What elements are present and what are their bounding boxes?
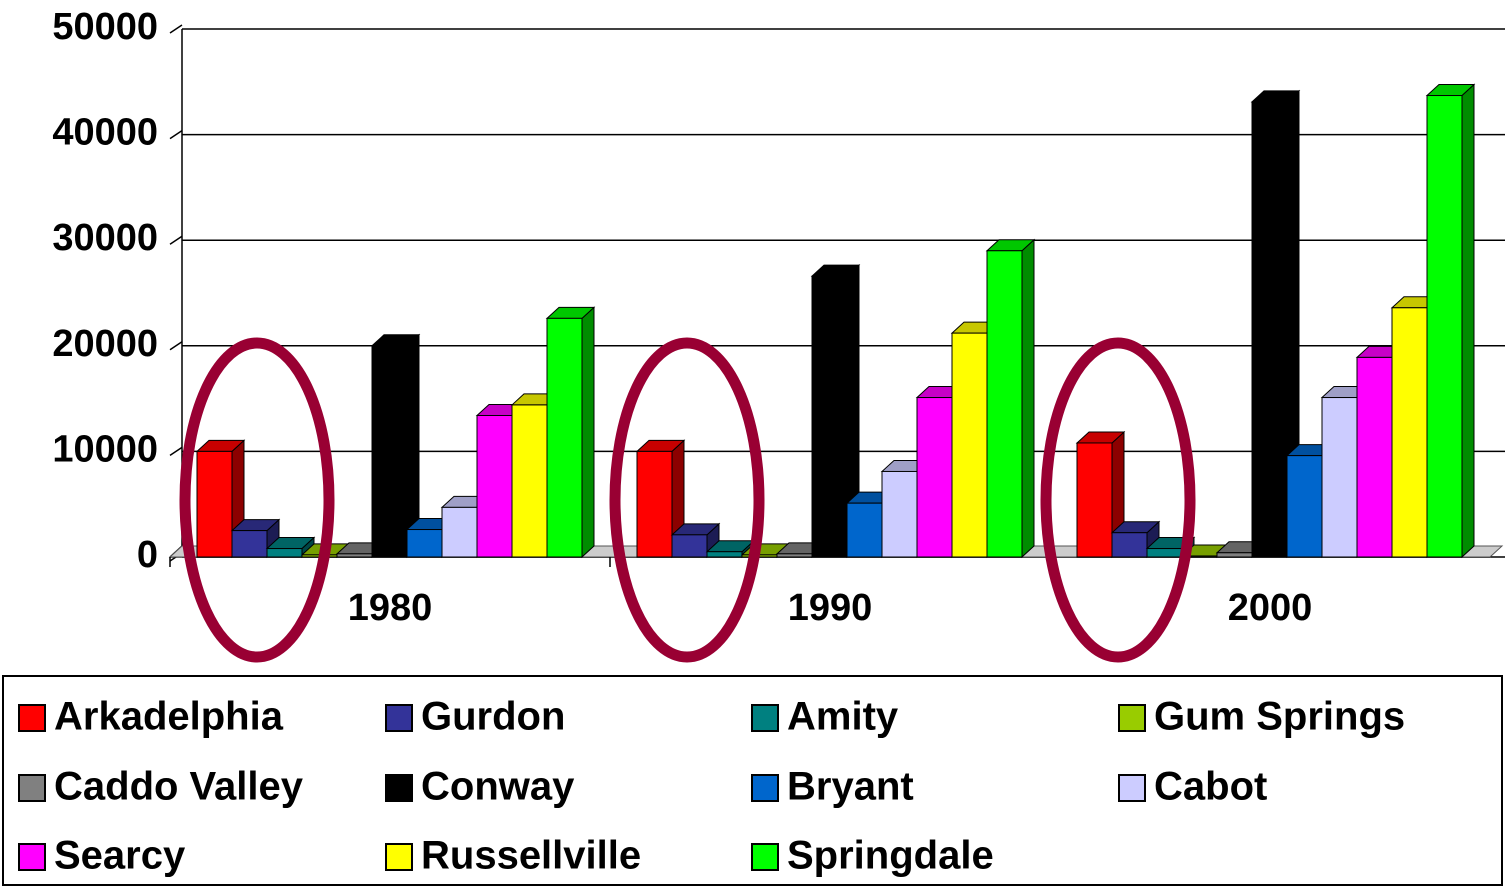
bar-side <box>1461 83 1475 559</box>
bar <box>441 506 478 558</box>
legend-swatch <box>751 704 779 732</box>
y-tick-mark <box>169 235 183 245</box>
legend-label: Searcy <box>54 834 186 878</box>
legend-swatch <box>1118 704 1146 732</box>
bar <box>671 534 708 558</box>
bar <box>1286 455 1323 558</box>
y-tick-mark <box>169 24 183 34</box>
y-tick-label: 40000 <box>52 112 158 154</box>
bar <box>951 332 988 558</box>
bar <box>476 414 513 558</box>
bar <box>546 317 583 558</box>
bar <box>636 450 673 558</box>
legend-label: Cabot <box>1154 765 1267 809</box>
legend-label: Springdale <box>787 834 994 878</box>
legend-swatch <box>385 774 413 802</box>
legend-swatch <box>1118 774 1146 802</box>
y-tick-label: 50000 <box>52 6 158 48</box>
legend-label: Caddo Valley <box>54 765 304 809</box>
bar <box>511 404 548 558</box>
x-tick-label: 1980 <box>348 587 433 629</box>
bar-side <box>1021 238 1035 559</box>
bar <box>1356 356 1393 558</box>
highlight-ellipse <box>179 337 335 663</box>
bar <box>1076 442 1113 558</box>
bar-side <box>581 306 595 559</box>
legend-label: Amity <box>787 695 899 739</box>
bar <box>1426 95 1463 558</box>
y-tick-mark <box>169 341 183 351</box>
y-tick-label: 30000 <box>52 217 158 259</box>
bar <box>706 551 743 558</box>
bar <box>916 397 953 558</box>
legend-swatch <box>751 774 779 802</box>
legend-swatch <box>18 774 46 802</box>
bar <box>986 250 1023 558</box>
legend-label: Bryant <box>787 765 914 809</box>
legend-label: Russellville <box>421 834 641 878</box>
legend-label: Arkadelphia <box>54 695 284 739</box>
legend-label: Gurdon <box>421 695 565 739</box>
bar <box>1251 101 1288 558</box>
bar <box>266 548 303 558</box>
bar <box>336 553 373 558</box>
bar <box>196 450 233 558</box>
y-tick-mark <box>169 129 183 140</box>
legend-swatch <box>18 704 46 732</box>
annotations <box>179 337 1196 663</box>
bar <box>1146 548 1183 558</box>
highlight-ellipse <box>609 337 765 663</box>
legend-label: Gum Springs <box>1154 695 1405 739</box>
x-tick-label: 1990 <box>788 587 873 629</box>
bar <box>776 553 813 558</box>
y-tick-label: 0 <box>137 534 158 576</box>
legend-swatch <box>751 843 779 871</box>
bar <box>371 345 408 558</box>
bar <box>1321 397 1358 558</box>
highlight-ellipse <box>1040 337 1196 663</box>
bar <box>881 470 918 558</box>
y-tick-label: 20000 <box>52 323 158 365</box>
legend-swatch <box>385 704 413 732</box>
bar <box>1216 552 1253 558</box>
legend-swatch <box>18 843 46 871</box>
legend-swatch <box>385 843 413 871</box>
bar <box>231 530 268 558</box>
y-tick-label: 10000 <box>52 428 158 470</box>
bar <box>1111 532 1148 558</box>
bar <box>811 275 848 558</box>
y-tick-mark <box>169 446 183 457</box>
bar <box>846 502 883 558</box>
bar <box>406 529 443 558</box>
plot-area: 0 10000 20000 30000 40000 50000 1980 1990 2000 <box>52 6 1505 629</box>
legend-label: Conway <box>421 765 575 809</box>
x-tick-label: 2000 <box>1228 587 1313 629</box>
bar <box>1391 307 1428 558</box>
